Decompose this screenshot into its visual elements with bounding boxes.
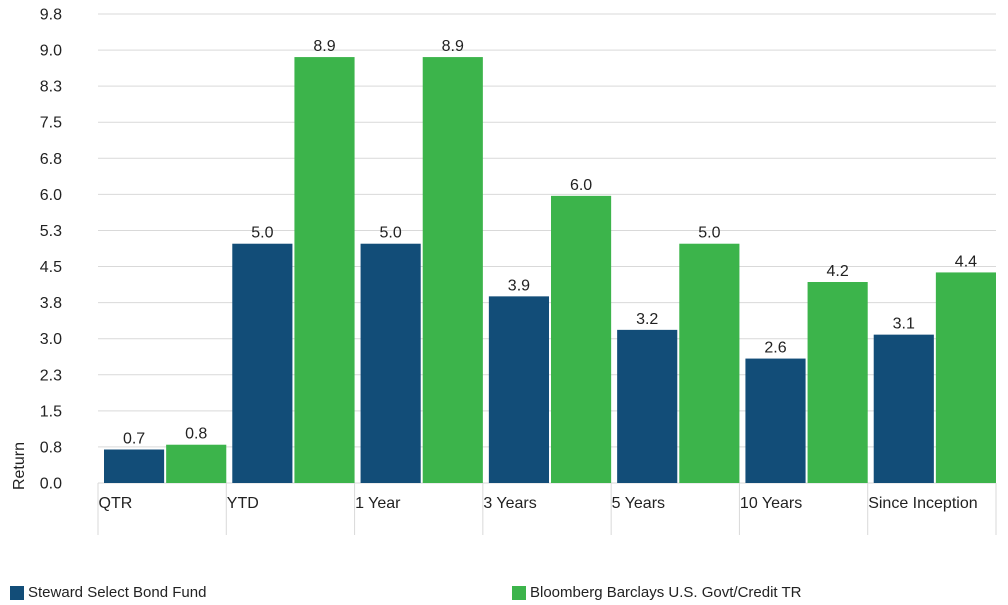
data-label-bloomberg: 4.4	[955, 253, 977, 270]
bar-steward	[745, 358, 806, 483]
x-category-label: 10 Years	[740, 495, 802, 512]
data-label-bloomberg: 8.9	[442, 38, 464, 55]
y-tick-label: 2.3	[40, 367, 62, 384]
x-category-label: 1 Year	[355, 495, 401, 512]
data-label-steward: 5.0	[251, 225, 273, 242]
y-tick-label: 8.3	[40, 79, 62, 96]
bar-bloomberg	[807, 282, 868, 483]
data-label-steward: 0.7	[123, 431, 145, 448]
bar-bloomberg	[166, 444, 227, 483]
y-tick-label: 6.8	[40, 151, 62, 168]
x-category-label: 5 Years	[612, 495, 665, 512]
x-category-label: QTR	[99, 495, 133, 512]
data-label-steward: 3.1	[893, 316, 915, 333]
y-tick-label: 1.5	[40, 403, 62, 420]
data-label-bloomberg: 5.0	[698, 225, 720, 242]
bar-steward	[488, 296, 549, 483]
y-tick-label: 9.0	[40, 43, 62, 60]
bar-bloomberg	[935, 272, 996, 483]
legend-swatch-bloomberg	[512, 585, 526, 600]
y-tick-label: 4.5	[40, 259, 62, 276]
bar-bloomberg	[294, 57, 355, 483]
bar-steward	[232, 243, 293, 483]
bar-bloomberg	[422, 57, 483, 483]
y-tick-label: 0.0	[40, 476, 62, 493]
legend-swatch-steward	[10, 585, 24, 600]
data-label-bloomberg: 4.2	[827, 263, 849, 280]
bar-bloomberg	[551, 195, 612, 483]
bar-bloomberg	[679, 243, 740, 483]
y-tick-label: 9.8	[40, 7, 62, 24]
y-tick-label: 6.0	[40, 187, 62, 204]
legend-label-steward: Steward Select Bond Fund	[28, 584, 207, 601]
bar-steward	[360, 243, 421, 483]
legend-item-bloomberg: Bloomberg Barclays U.S. Govt/Credit TR	[512, 584, 801, 601]
legend-item-steward: Steward Select Bond Fund	[10, 584, 206, 601]
bar-steward	[104, 449, 165, 483]
y-tick-label: 0.8	[40, 439, 62, 456]
y-axis-title: Return	[11, 442, 28, 490]
data-label-bloomberg: 8.9	[313, 38, 335, 55]
x-category-label: Since Inception	[868, 495, 977, 512]
data-label-bloomberg: 6.0	[570, 177, 592, 194]
data-label-bloomberg: 0.8	[185, 426, 207, 443]
bar-steward	[617, 329, 678, 483]
data-label-steward: 2.6	[764, 340, 786, 357]
legend-label-bloomberg: Bloomberg Barclays U.S. Govt/Credit TR	[530, 584, 802, 601]
x-category-label: YTD	[227, 495, 259, 512]
data-label-steward: 3.9	[508, 277, 530, 294]
y-tick-label: 7.5	[40, 115, 62, 132]
y-tick-label: 3.8	[40, 295, 62, 312]
x-category-label: 3 Years	[483, 495, 536, 512]
data-label-steward: 3.2	[636, 311, 658, 328]
y-tick-label: 3.0	[40, 331, 62, 348]
y-tick-label: 5.3	[40, 223, 62, 240]
bar-steward	[873, 334, 934, 483]
data-label-steward: 5.0	[380, 225, 402, 242]
